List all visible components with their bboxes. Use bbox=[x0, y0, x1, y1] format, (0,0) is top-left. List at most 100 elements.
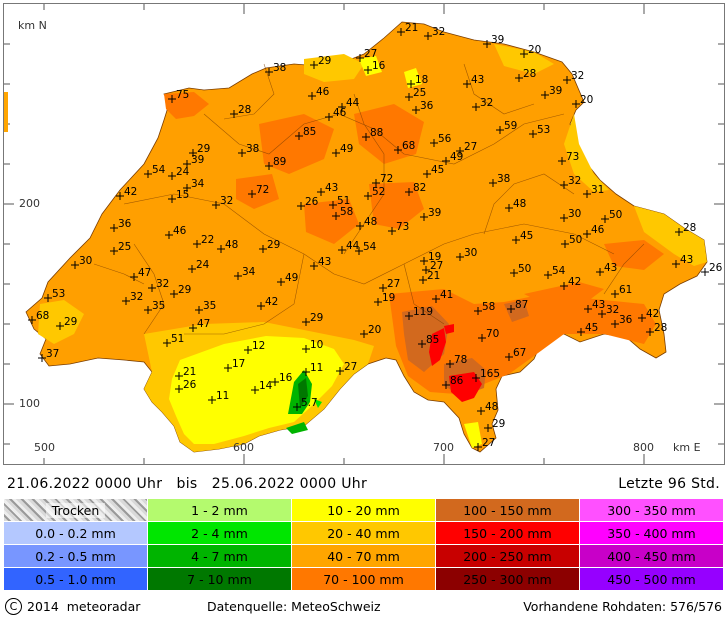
station-marker: 37 bbox=[38, 348, 59, 362]
period-range: 21.06.2022 0000 Uhr bis 25.06.2022 0000 … bbox=[7, 476, 367, 492]
station-marker: 68 bbox=[28, 310, 49, 324]
station-value: 85 bbox=[303, 126, 316, 138]
station-marker: 27 bbox=[422, 260, 443, 274]
station-marker: 43 bbox=[310, 256, 331, 270]
station-marker: 26 bbox=[701, 262, 723, 276]
station-value: 28 bbox=[523, 68, 536, 80]
legend-cell: 2 - 4 mm bbox=[148, 522, 292, 545]
legend-cell: 0.2 - 0.5 mm bbox=[4, 545, 148, 568]
station-marker: 46 bbox=[583, 224, 605, 238]
copyright: C 2014 meteoradar bbox=[5, 598, 140, 615]
station-value: 46 bbox=[333, 107, 347, 119]
station-value: 43 bbox=[604, 262, 617, 274]
station-value: 19 bbox=[382, 292, 395, 304]
station-marker: 14 bbox=[251, 380, 273, 394]
station-marker: 49 bbox=[332, 143, 353, 157]
copyright-text: 2014 meteoradar bbox=[27, 599, 141, 614]
station-value: 34 bbox=[191, 178, 205, 190]
station-value: 36 bbox=[619, 314, 633, 326]
station-value: 73 bbox=[396, 221, 409, 233]
legend-label: 0.5 - 1.0 mm bbox=[35, 571, 116, 587]
switzerland-outline bbox=[25, 21, 708, 453]
station-marker: 22 bbox=[193, 234, 214, 248]
legend-label: 100 - 150 mm bbox=[463, 502, 552, 518]
station-marker: 32 bbox=[122, 291, 143, 305]
neighbour-strip bbox=[4, 92, 8, 132]
station-marker: 54 bbox=[355, 241, 377, 255]
low-rain-zones bbox=[286, 370, 322, 434]
station-value: 49 bbox=[285, 272, 298, 284]
station-marker: 29 bbox=[259, 239, 280, 253]
station-marker: 85 bbox=[295, 126, 316, 140]
legend-cell: 0.5 - 1.0 mm bbox=[4, 568, 148, 591]
station-marker: 119 bbox=[405, 306, 433, 320]
station-value: 48 bbox=[485, 401, 498, 413]
station-marker: 10 bbox=[302, 339, 323, 353]
station-value: 30 bbox=[464, 247, 477, 259]
station-marker: 32 bbox=[560, 175, 581, 189]
station-marker: 48 bbox=[477, 401, 498, 415]
station-marker: 36 bbox=[110, 218, 132, 232]
station-marker: 32 bbox=[424, 26, 445, 40]
station-value: 32 bbox=[156, 278, 169, 290]
station-marker: 36 bbox=[611, 314, 633, 328]
station-marker: 21 bbox=[175, 366, 196, 380]
station-value: 29 bbox=[492, 418, 505, 430]
station-marker: 27 bbox=[356, 48, 377, 62]
station-value: 42 bbox=[124, 186, 137, 198]
station-value: 49 bbox=[340, 143, 353, 155]
station-marker: 49 bbox=[277, 272, 298, 286]
station-value: 14 bbox=[259, 380, 273, 392]
station-marker: 35 bbox=[144, 300, 165, 314]
station-marker: 28 bbox=[675, 222, 696, 236]
station-value: 32 bbox=[432, 26, 445, 38]
station-value: 88 bbox=[370, 127, 383, 139]
station-value: 29 bbox=[64, 316, 77, 328]
station-marker: 38 bbox=[265, 62, 286, 76]
station-value: 32 bbox=[130, 291, 143, 303]
station-value: 43 bbox=[471, 74, 484, 86]
station-value: 43 bbox=[592, 299, 605, 311]
station-value: 48 bbox=[364, 216, 377, 228]
station-marker: 54 bbox=[544, 265, 566, 279]
station-marker: 75 bbox=[168, 89, 189, 103]
legend-cell: 4 - 7 mm bbox=[148, 545, 292, 568]
station-marker: 88 bbox=[362, 127, 383, 141]
station-marker: 48 bbox=[217, 239, 238, 253]
station-marker: 20 bbox=[520, 44, 541, 58]
legend-label: 4 - 7 mm bbox=[191, 548, 248, 564]
data-source: Datenquelle: MeteoSchweiz bbox=[207, 599, 381, 614]
station-value: 45 bbox=[431, 164, 444, 176]
station-marker: 42 bbox=[116, 186, 137, 200]
station-value: 72 bbox=[256, 184, 269, 196]
station-marker: 43 bbox=[672, 254, 693, 268]
map-frame-ticks bbox=[4, 4, 724, 464]
station-value: 35 bbox=[152, 300, 165, 312]
station-marker: 52 bbox=[364, 186, 385, 200]
station-marker: 32 bbox=[598, 304, 619, 318]
station-value: 32 bbox=[568, 175, 581, 187]
axis-unit-east: km E bbox=[673, 441, 701, 454]
station-marker: 78 bbox=[446, 354, 467, 368]
station-value: 38 bbox=[246, 143, 259, 155]
station-value: 46 bbox=[316, 86, 330, 98]
station-value: 59 bbox=[504, 120, 517, 132]
station-marker: 32 bbox=[148, 278, 169, 292]
station-value: 15 bbox=[176, 189, 189, 201]
legend-cell: 350 - 400 mm bbox=[580, 522, 724, 545]
station-marker: 73 bbox=[558, 151, 579, 165]
station-marker: 28 bbox=[230, 104, 251, 118]
legend-cell: 20 - 40 mm bbox=[292, 522, 436, 545]
station-marker: 42 bbox=[638, 308, 659, 322]
station-marker: 82 bbox=[405, 182, 426, 196]
legend-label: 40 - 70 mm bbox=[327, 548, 400, 564]
canton-borders bbox=[93, 63, 645, 335]
station-marker: 51 bbox=[163, 333, 184, 347]
station-marker: 36 bbox=[412, 100, 434, 114]
station-marker: 21 bbox=[419, 270, 440, 284]
raw-data-count: Vorhandene Rohdaten: 576/576 bbox=[523, 599, 722, 614]
legend-label: 7 - 10 mm bbox=[187, 571, 252, 587]
station-marker: 29 bbox=[302, 312, 323, 326]
x-tick-500: 500 bbox=[34, 441, 55, 454]
